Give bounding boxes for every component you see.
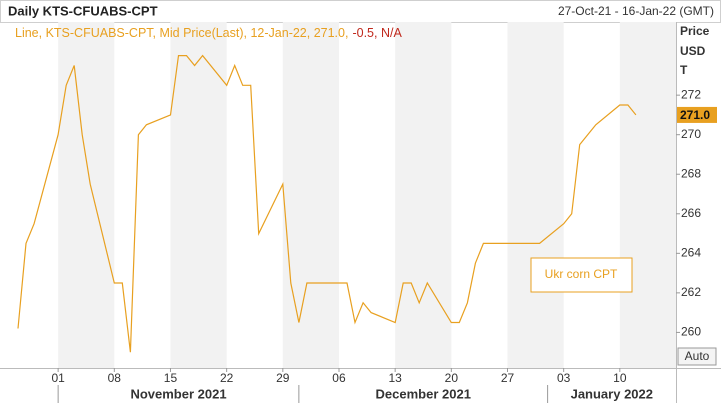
- annotation: Ukr corn CPT: [545, 267, 618, 281]
- week-band: [395, 22, 452, 368]
- y-tick-label: 268: [681, 166, 701, 180]
- month-label: January 2022: [571, 386, 653, 401]
- y-axis-label: T: [680, 63, 688, 77]
- y-tick-label: 262: [681, 285, 701, 299]
- month-label: December 2021: [376, 386, 471, 401]
- week-band: [619, 22, 676, 368]
- y-tick-label: 266: [681, 206, 701, 220]
- y-tick-label: 260: [681, 325, 701, 339]
- x-tick-label: 03: [557, 371, 571, 385]
- auto-button[interactable]: [677, 347, 717, 366]
- x-tick-label: 27: [501, 371, 515, 385]
- y-tick-label: 272: [681, 87, 701, 101]
- week-band: [507, 22, 564, 368]
- y-tick-label: 270: [681, 127, 701, 141]
- legend: Line, KTS-CFUABS-CPT, Mid Price(Last), 1…: [15, 26, 402, 40]
- x-tick-label: 01: [51, 371, 65, 385]
- last-value-badge: [677, 106, 717, 123]
- week-bands: [58, 22, 676, 368]
- x-tick-label: 29: [276, 371, 290, 385]
- week-band: [58, 22, 115, 368]
- x-tick-label: 15: [164, 371, 178, 385]
- legend-text: Line, KTS-CFUABS-CPT, Mid Price(Last), 1…: [15, 26, 348, 40]
- price-line: [17, 54, 637, 353]
- y-axis-label: USD: [680, 44, 706, 58]
- y-axis-label: Price: [680, 24, 710, 38]
- date-range: 27-Oct-21 - 16-Jan-22 (GMT): [558, 4, 714, 18]
- x-tick-label: 13: [388, 371, 402, 385]
- x-tick-label: 06: [332, 371, 346, 385]
- month-label: November 2021: [130, 386, 226, 401]
- y-tick-label: 264: [681, 245, 701, 259]
- x-tick-label: 20: [445, 371, 459, 385]
- legend-change: -0.5, N/A: [352, 26, 402, 40]
- last-value-label: 271.0: [680, 108, 710, 122]
- annotation-box: [530, 257, 633, 293]
- week-band: [170, 22, 227, 368]
- x-tick-label: 08: [108, 371, 122, 385]
- x-tick-label: 10: [613, 371, 627, 385]
- chart-title: Daily KTS-CFUABS-CPT: [8, 3, 158, 18]
- plot: [17, 54, 637, 353]
- week-band: [282, 22, 339, 368]
- auto-button-label[interactable]: Auto: [685, 349, 710, 363]
- x-tick-label: 22: [220, 371, 234, 385]
